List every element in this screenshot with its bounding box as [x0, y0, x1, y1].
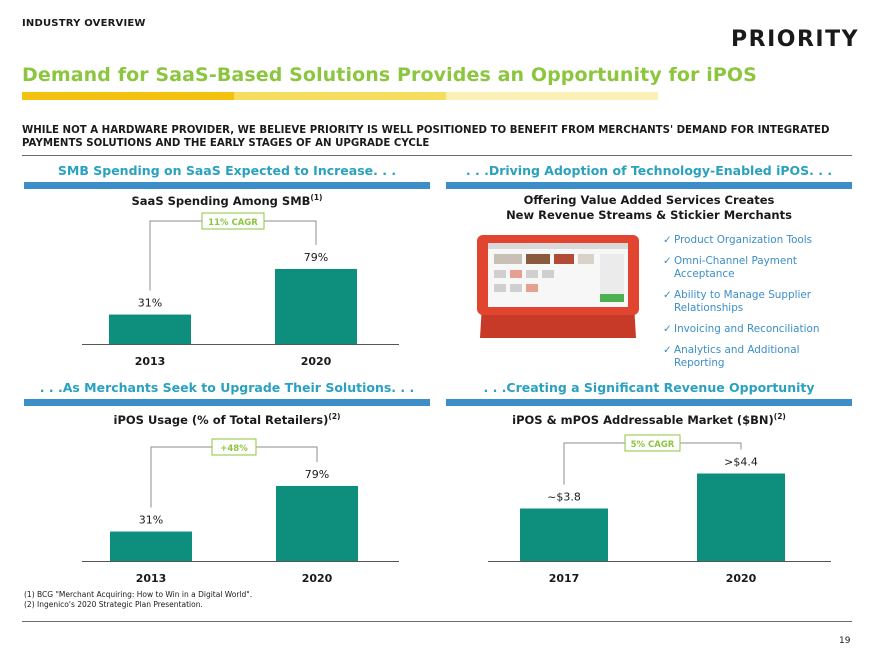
bar — [697, 473, 785, 561]
screen-tile — [494, 270, 506, 278]
data-label: >$4.4 — [724, 456, 758, 469]
category-label: 2020 — [301, 355, 332, 368]
bar — [275, 268, 357, 344]
growth-tag-box — [201, 212, 265, 230]
panel-bar-bottom-right — [446, 399, 852, 406]
panel-heading-ipos-adoption: . . .Driving Adoption of Technology-Enab… — [465, 163, 833, 178]
data-label: 79% — [304, 251, 328, 264]
panel-heading-merchant-upgrade: . . .As Merchants Seek to Upgrade Their … — [39, 380, 415, 395]
footnote-1: (1) BCG "Merchant Acquiring: How to Win … — [24, 590, 253, 599]
caption-line-2: New Revenue Streams & Stickier Merchants — [506, 208, 792, 222]
chart-saas-spending: 31% 2013 79% 2020 11% CAGR — [82, 212, 399, 368]
subtitle-divider — [22, 155, 852, 156]
section-label: INDUSTRY OVERVIEW — [22, 18, 146, 29]
chart-title-saas-smb: SaaS Spending Among SMB(1) — [24, 193, 430, 208]
screen-tile — [578, 254, 594, 264]
title-underline-bar — [22, 92, 658, 100]
footnotes: (1) BCG "Merchant Acquiring: How to Win … — [24, 590, 252, 610]
category-label: 2013 — [136, 572, 167, 585]
screen-tile — [510, 284, 522, 292]
list-item-text: Omni-Channel Payment Acceptance — [674, 255, 797, 280]
page-subtitle: WHILE NOT A HARDWARE PROVIDER, WE BELIEV… — [22, 125, 830, 149]
title-bar-segment-mid — [234, 92, 446, 100]
list-item: ✓ Product Organization Tools — [663, 234, 853, 247]
checkmark-icon: ✓ — [663, 234, 672, 246]
data-label: 31% — [139, 514, 163, 527]
list-item: ✓ Invoicing and Reconciliation — [663, 323, 853, 336]
data-label: 79% — [305, 468, 329, 481]
screen-tile — [526, 270, 538, 278]
screen-tile — [526, 284, 538, 292]
footer-divider — [22, 621, 852, 622]
screen-tile — [494, 284, 506, 292]
category-label: 2017 — [549, 572, 580, 585]
chart-title-addressable-market: iPOS & mPOS Addressable Market ($BN)(2) — [446, 412, 852, 427]
screen-tile — [554, 254, 574, 264]
screen-tile — [494, 254, 522, 264]
checkmark-icon: ✓ — [663, 289, 672, 301]
chart-title-text: SaaS Spending Among SMB — [131, 193, 311, 208]
bar — [276, 485, 358, 561]
data-label: ~$3.8 — [547, 491, 581, 504]
growth-tag-box — [624, 434, 681, 452]
growth-tag-box — [211, 438, 257, 456]
list-item-text: Ability to Manage Supplier Relationships — [674, 289, 812, 314]
chart-title-ipos-usage: iPOS Usage (% of Total Retailers)(2) — [24, 412, 430, 427]
screen-pay-button — [600, 294, 624, 302]
bar — [109, 314, 191, 344]
title-bar-segment-dark — [22, 92, 234, 100]
growth-tag-label: 5% CAGR — [631, 440, 675, 450]
category-label: 2020 — [726, 572, 757, 585]
chart-addressable-market: ~$3.8 2017 >$4.4 2020 5% CAGR — [488, 434, 831, 585]
screen-tile — [510, 270, 522, 278]
panel-bar-top-right — [446, 182, 852, 189]
checkmark-icon: ✓ — [663, 255, 672, 267]
tablet-pos-image — [477, 235, 639, 338]
title-bar-segment-light — [446, 92, 658, 100]
growth-tag-label: 11% CAGR — [208, 218, 258, 228]
chart-title-footnote-ref: (2) — [328, 412, 341, 421]
caption-line-1: Offering Value Added Services Creates — [523, 193, 775, 207]
list-item: ✓ Omni-Channel Payment Acceptance — [663, 255, 853, 281]
list-item: ✓ Ability to Manage Supplier Relationship… — [663, 289, 853, 315]
chart-ipos-usage: 31% 2013 79% 2020 +48% — [82, 438, 399, 585]
page-title: Demand for SaaS-Based Solutions Provides… — [22, 64, 757, 86]
priority-logo: PRIORITY — [731, 27, 860, 52]
page-number: 19 — [839, 636, 851, 646]
panel-bar-bottom-left — [24, 399, 430, 406]
bar — [520, 508, 608, 561]
value-added-caption: Offering Value Added Services Creates Ne… — [446, 193, 852, 223]
screen-tile — [526, 254, 550, 264]
panel-heading-revenue-opportunity: . . .Creating a Significant Revenue Oppo… — [483, 380, 815, 395]
checkmark-icon: ✓ — [663, 323, 672, 335]
panel-heading-saas-spending: SMB Spending on SaaS Expected to Increas… — [57, 163, 397, 178]
growth-tag-label: +48% — [220, 444, 248, 454]
bar — [110, 531, 192, 561]
category-label: 2013 — [135, 355, 166, 368]
panel-bar-top-left — [24, 182, 430, 189]
list-item: ✓ Analytics and Additional Reporting — [663, 344, 853, 370]
screen-order-panel — [600, 254, 624, 294]
data-label: 31% — [138, 297, 162, 310]
category-label: 2020 — [302, 572, 333, 585]
screen-tile — [542, 270, 554, 278]
chart-title-footnote-ref: (2) — [773, 412, 786, 421]
chart-title-footnote-ref: (1) — [310, 193, 323, 202]
list-item-text: Analytics and Additional Reporting — [674, 344, 800, 369]
chart-title-text: iPOS Usage (% of Total Retailers) — [113, 412, 329, 427]
list-item-text: Invoicing and Reconciliation — [674, 323, 820, 335]
checkmark-icon: ✓ — [663, 344, 672, 356]
list-item-text: Product Organization Tools — [674, 234, 813, 246]
value-added-services-list: ✓ Product Organization Tools ✓ Omni-Channe… — [663, 234, 853, 378]
screen-toolbar — [488, 243, 628, 249]
footnote-2: (2) Ingenico's 2020 Strategic Plan Prese… — [24, 600, 203, 609]
chart-title-text: iPOS & mPOS Addressable Market ($BN) — [512, 412, 774, 427]
